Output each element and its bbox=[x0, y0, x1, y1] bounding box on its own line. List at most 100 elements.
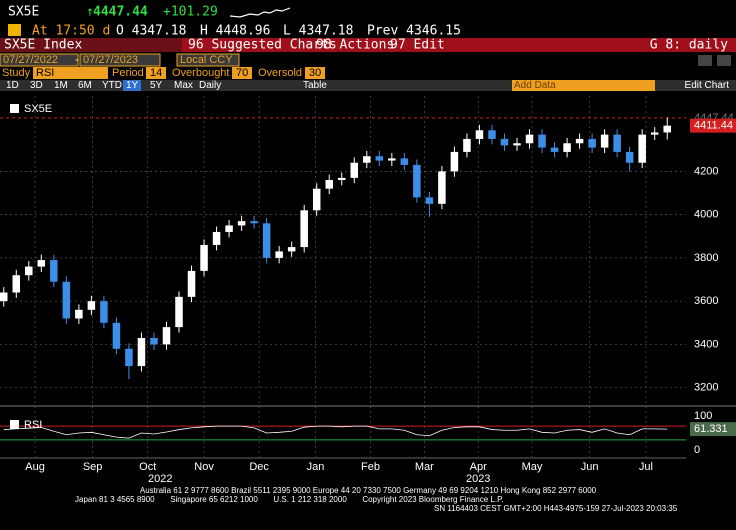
start-date[interactable]: 07/27/2022 bbox=[3, 54, 58, 66]
y-tick-label: 3400 bbox=[694, 338, 718, 350]
overbought[interactable]: 70 bbox=[236, 67, 248, 79]
period-button[interactable]: YTD bbox=[102, 80, 122, 91]
candle-body bbox=[175, 296, 183, 328]
last-value-label: 4411.44 bbox=[694, 120, 733, 132]
study-name[interactable]: RSI bbox=[36, 67, 54, 79]
footer: Australia 61 2 9777 8600 Brazil 5511 239… bbox=[140, 486, 597, 495]
candle-body bbox=[75, 309, 83, 319]
candle-body bbox=[488, 130, 496, 139]
edit-chart[interactable]: Edit Chart bbox=[685, 80, 730, 91]
change: +101.29 bbox=[163, 5, 218, 20]
legend-swatch bbox=[10, 420, 19, 429]
oversold-label: Oversold bbox=[258, 67, 302, 79]
legend-label: SX5E bbox=[24, 103, 52, 115]
y-tick-label: 3200 bbox=[694, 382, 718, 394]
candle-body bbox=[137, 337, 146, 367]
candle-body bbox=[363, 156, 371, 163]
period-button[interactable]: 5Y bbox=[150, 80, 163, 91]
field[interactable] bbox=[79, 53, 161, 67]
menu-item[interactable]: 98 Actions bbox=[316, 38, 394, 53]
field[interactable] bbox=[33, 67, 108, 79]
field[interactable] bbox=[176, 53, 240, 67]
button[interactable] bbox=[717, 55, 731, 66]
menu-item[interactable]: 96 Suggested Charts bbox=[188, 38, 337, 53]
x-tick-label: Jun bbox=[581, 461, 599, 473]
y-tick-label: 4000 bbox=[694, 209, 718, 221]
field[interactable] bbox=[146, 67, 166, 79]
footer: Japan 81 3 4565 8900 Singapore 65 6212 1… bbox=[75, 495, 504, 504]
icon bbox=[8, 24, 21, 36]
period-button[interactable]: Max bbox=[174, 80, 193, 91]
candle-body bbox=[625, 151, 634, 163]
quote-time: At 17:50 d bbox=[32, 24, 110, 39]
candle-body bbox=[12, 275, 21, 293]
candle-body bbox=[463, 138, 471, 152]
candle-body bbox=[25, 266, 33, 276]
candle-body bbox=[0, 292, 8, 302]
period-button[interactable]: 6M bbox=[78, 80, 92, 91]
period-button[interactable]: 1M bbox=[54, 80, 68, 91]
candle-body bbox=[475, 130, 484, 139]
period-button[interactable]: 1D bbox=[6, 80, 19, 91]
currency[interactable]: Local CCY bbox=[180, 54, 233, 66]
candle-body bbox=[613, 134, 621, 152]
candle-body bbox=[237, 221, 246, 226]
candle-body bbox=[112, 322, 121, 349]
menu-bar bbox=[0, 38, 736, 52]
last-value-label: 61.331 bbox=[694, 423, 728, 435]
sparkline bbox=[229, 7, 291, 18]
candle-body bbox=[287, 247, 296, 252]
overbought-label: Overbought bbox=[172, 67, 229, 79]
candle-body bbox=[538, 134, 546, 148]
x-tick-label: Aug bbox=[25, 461, 45, 473]
end-date[interactable]: 07/27/2023 bbox=[83, 54, 138, 66]
candle-body bbox=[388, 158, 396, 161]
price: 4447.44 bbox=[93, 5, 148, 20]
add-data[interactable]: Add Data bbox=[514, 80, 556, 91]
arrow: ↑ bbox=[86, 5, 94, 20]
candle-body bbox=[262, 223, 271, 258]
table-button[interactable]: Table bbox=[303, 80, 327, 91]
footer: SN 1164403 CEST GMT+2:00 H443-4975-159 2… bbox=[434, 504, 678, 513]
field[interactable] bbox=[232, 67, 252, 79]
candle-body bbox=[550, 147, 559, 152]
x-tick-label: Jan bbox=[307, 461, 325, 473]
x-tick-label: Jul bbox=[639, 461, 653, 473]
candle-body bbox=[337, 177, 346, 181]
x-tick-label: Sep bbox=[83, 461, 103, 473]
period[interactable]: 14 bbox=[150, 67, 162, 79]
candle-body bbox=[500, 138, 509, 146]
ticker: SX5E bbox=[8, 5, 39, 20]
oversold[interactable]: 30 bbox=[309, 67, 321, 79]
menu-item[interactable]: 97 Edit bbox=[390, 38, 445, 53]
quote-low: L 4347.18 bbox=[283, 24, 353, 39]
legend-label: RSI bbox=[24, 419, 42, 431]
candle-body bbox=[375, 156, 384, 161]
frequency[interactable]: Daily bbox=[199, 80, 221, 91]
add-data-field[interactable] bbox=[512, 80, 655, 91]
candle-body bbox=[600, 134, 609, 148]
candle-body bbox=[150, 337, 158, 345]
period-button[interactable]: 1Y bbox=[126, 80, 139, 91]
quote-prev: Prev 4346.15 bbox=[367, 24, 461, 39]
year-label: 2023 bbox=[466, 473, 490, 485]
y-tick-label: 3600 bbox=[694, 295, 718, 307]
toolbar bbox=[0, 80, 736, 91]
security[interactable]: SX5E Index bbox=[4, 38, 82, 53]
field[interactable] bbox=[0, 53, 79, 67]
candle-body bbox=[212, 231, 221, 245]
candle-body bbox=[275, 251, 283, 258]
period-button[interactable]: 3D bbox=[30, 80, 43, 91]
y-tick-label: 4200 bbox=[694, 165, 718, 177]
candle-body bbox=[325, 180, 333, 189]
candle-body bbox=[450, 151, 459, 172]
page-label: G 8: daily bbox=[650, 38, 728, 53]
candle-body bbox=[425, 197, 434, 204]
candle-body bbox=[575, 138, 584, 144]
button[interactable] bbox=[698, 55, 712, 66]
x-tick-label: Oct bbox=[139, 461, 156, 473]
candle-body bbox=[525, 134, 534, 144]
field[interactable] bbox=[305, 67, 325, 79]
quote-high: H 4448.96 bbox=[200, 24, 270, 39]
